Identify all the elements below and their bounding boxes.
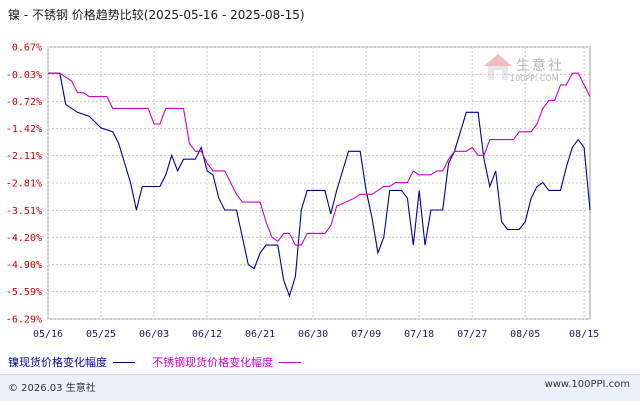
- y-tick-label: 0.67%: [12, 43, 42, 54]
- x-tick-label: 08/15: [569, 329, 599, 340]
- site-link[interactable]: www.100PPI.com: [544, 379, 630, 390]
- x-axis: 05/16 05/25 06/03 06/12 06/21 06/30 07/09 07/18…: [33, 329, 599, 340]
- legend-swatch-series2: [279, 361, 302, 363]
- legend-swatch-series1: [113, 361, 135, 363]
- chart-title: 镍 - 不锈钢 价格趋势比较(2025-05-16 - 2025-08-15): [8, 8, 305, 22]
- x-tick-label: 08/05: [510, 329, 540, 340]
- footer-bar: [0, 374, 640, 401]
- y-tick-label: -5.59%: [6, 287, 42, 298]
- x-tick-label: 07/18: [404, 329, 434, 340]
- watermark-site: 100PPI.COM: [510, 74, 559, 83]
- legend-item-series1: 镍现货价格变化幅度: [8, 354, 135, 370]
- watermark-logo: 生意社 100PPI.COM: [478, 50, 578, 90]
- legend-item-series2: 不锈钢现货价格变化幅度: [152, 354, 302, 370]
- y-tick-label: -0.72%: [6, 97, 42, 108]
- y-tick-label: -3.51%: [6, 206, 42, 217]
- series-group: [48, 72, 591, 298]
- y-tick-label: -4.90%: [6, 260, 42, 271]
- x-tick-label: 06/12: [192, 329, 222, 340]
- x-tick-label: 05/25: [86, 329, 116, 340]
- x-tick-label: 05/16: [33, 329, 63, 340]
- y-tick-label: -4.20%: [6, 233, 42, 244]
- x-tick-label: 07/27: [457, 329, 487, 340]
- series-line-1: [48, 72, 591, 298]
- x-tick-label: 06/21: [245, 329, 275, 340]
- x-tick-label: 07/09: [351, 329, 381, 340]
- chart-grid: [47, 46, 591, 320]
- x-tick-label: 06/03: [139, 329, 169, 340]
- y-tick-label: -0.03%: [6, 70, 42, 81]
- legend-label-series1: 镍现货价格变化幅度: [8, 356, 107, 369]
- y-axis: 0.67% -0.03% -0.72% -1.42% -2.11% -2.81% -3.51…: [6, 43, 42, 326]
- legend-label-series2: 不锈钢现货价格变化幅度: [152, 356, 274, 369]
- watermark-brand: 生意社: [516, 58, 564, 74]
- series-line-2: [48, 72, 591, 246]
- chart-legend: 镍现货价格变化幅度 不锈钢现货价格变化幅度: [8, 351, 313, 370]
- y-tick-label: -2.81%: [6, 179, 42, 190]
- y-tick-label: -6.29%: [6, 315, 42, 326]
- y-tick-label: -1.42%: [6, 124, 42, 135]
- y-tick-label: -2.11%: [6, 151, 42, 162]
- x-tick-label: 06/30: [298, 329, 328, 340]
- copyright-text: © 2026.03 生意社: [8, 383, 96, 394]
